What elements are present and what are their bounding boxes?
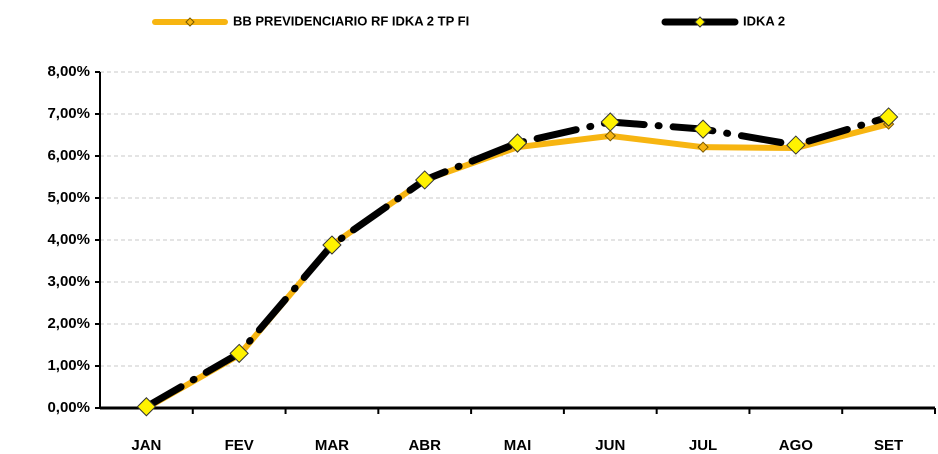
x-tick-label: MAR xyxy=(315,437,349,454)
y-tick-label: 0,00% xyxy=(47,399,90,416)
x-tick-label: AGO xyxy=(779,437,814,454)
x-tick-label: FEV xyxy=(225,437,254,454)
y-tick-label: 3,00% xyxy=(47,273,90,290)
y-tick-label: 4,00% xyxy=(47,231,90,248)
marker xyxy=(229,343,249,364)
marker xyxy=(878,107,899,127)
legend-label: IDKA 2 xyxy=(743,13,785,28)
marker xyxy=(693,119,713,139)
x-tick-label: SET xyxy=(874,437,903,454)
y-tick-label: 1,00% xyxy=(47,357,90,374)
x-tick-label: ABR xyxy=(408,437,441,454)
legend-marker xyxy=(694,16,706,28)
series-line xyxy=(143,121,892,411)
y-tick-label: 5,00% xyxy=(47,189,90,206)
marker xyxy=(604,130,616,142)
marker xyxy=(415,170,435,190)
series-line xyxy=(142,113,893,411)
marker xyxy=(507,133,528,153)
y-tick-label: 8,00% xyxy=(47,63,90,80)
x-tick-label: JAN xyxy=(131,437,161,454)
legend-label: BB PREVIDENCIARIO RF IDKA 2 TP FI xyxy=(233,13,469,28)
marker xyxy=(697,141,709,153)
marker xyxy=(322,235,342,255)
y-tick-label: 7,00% xyxy=(47,105,90,122)
marker xyxy=(786,135,806,155)
legend-marker xyxy=(185,17,195,27)
y-tick-label: 6,00% xyxy=(47,147,90,164)
x-tick-label: JUL xyxy=(689,437,717,454)
marker xyxy=(136,397,157,417)
x-tick-label: JUN xyxy=(595,437,625,454)
y-tick-label: 2,00% xyxy=(47,315,90,332)
marker xyxy=(600,112,620,132)
x-tick-label: MAI xyxy=(504,437,532,454)
